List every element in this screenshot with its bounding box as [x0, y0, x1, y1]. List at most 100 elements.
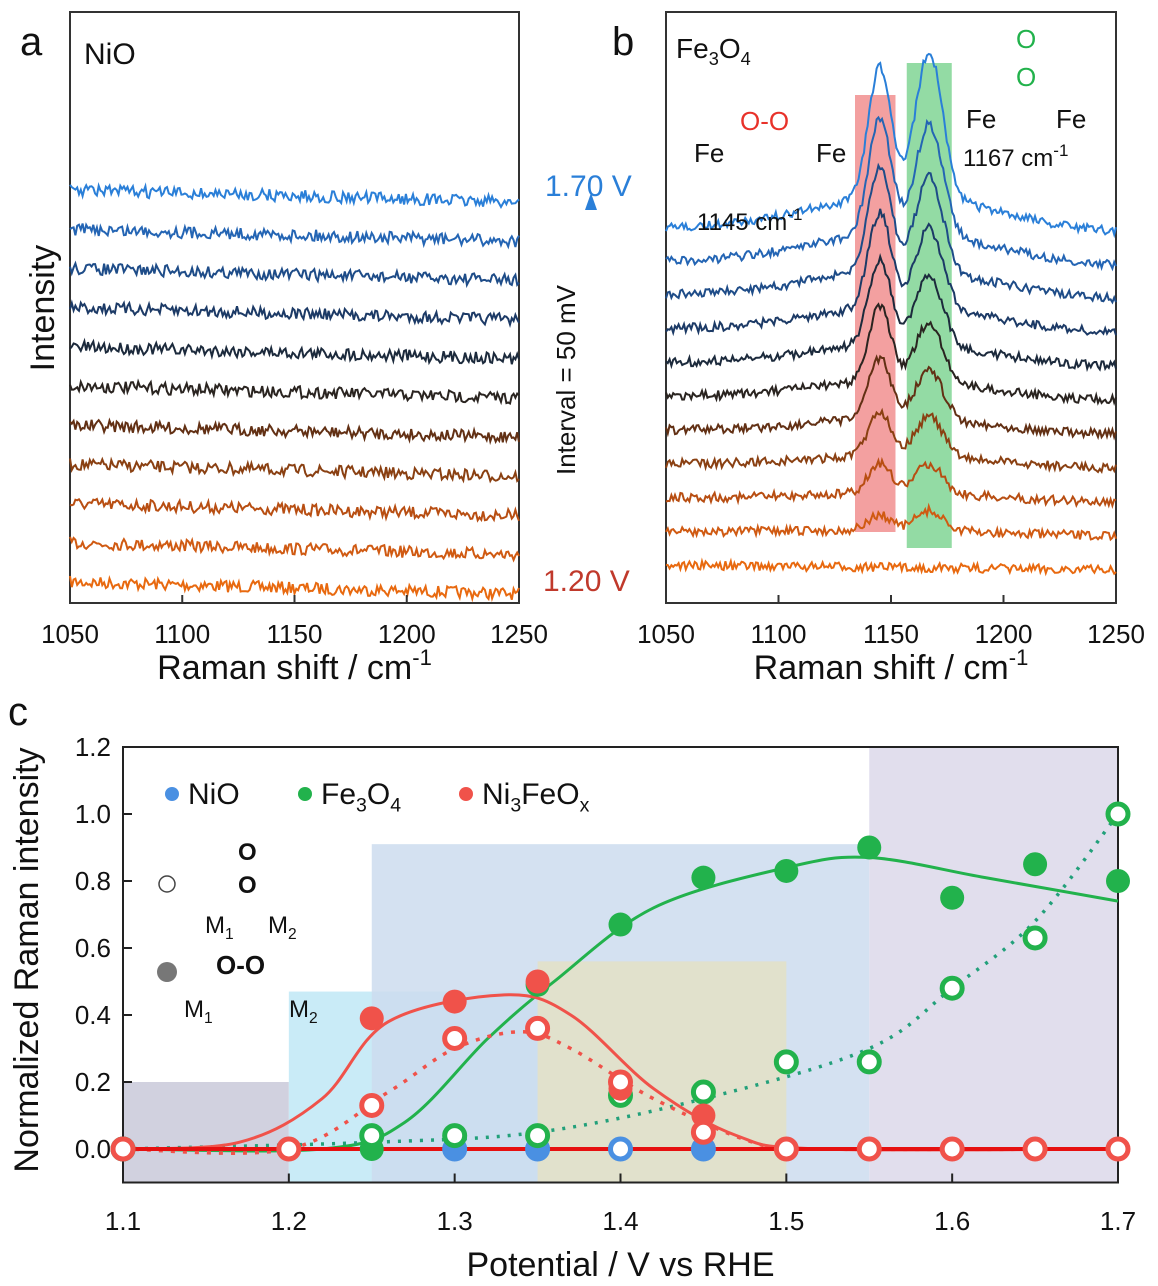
y-axis-label: Intensity	[24, 245, 62, 372]
key-oo: O-O	[216, 950, 265, 980]
x-tick-label: 1150	[863, 619, 919, 649]
spectrum-1.60V	[665, 162, 1117, 305]
marker-Fe3O4-open	[359, 1123, 385, 1149]
marker-Ni3FeOx-open	[690, 1119, 716, 1145]
x-tick-label: 1.2	[271, 1206, 307, 1236]
peak-band-1145	[855, 95, 896, 532]
marker-Fe3O4-open	[1022, 925, 1048, 951]
x-tick-label: 1.4	[602, 1206, 638, 1236]
x-tick-label: 1050	[637, 619, 695, 649]
spectrum-1.25V	[665, 502, 1117, 542]
key-m2: M2	[289, 996, 318, 1027]
label-part: O	[367, 778, 390, 811]
key-open-marker	[158, 875, 176, 893]
label-part: 1	[225, 926, 234, 943]
structure-fe-left: Fe	[966, 104, 996, 134]
y-tick-label: 0.2	[75, 1067, 111, 1097]
label-part: 2	[288, 926, 297, 943]
key-m1: M1	[205, 912, 234, 943]
y-tick-label: 1.2	[75, 732, 111, 762]
marker-Fe3O4-open	[939, 975, 965, 1001]
structure-o-top: O	[1016, 24, 1036, 54]
label-part: Fe	[676, 33, 709, 64]
label-part: Fe	[321, 778, 356, 811]
x-axis-label: Potential / V vs RHE	[466, 1246, 774, 1284]
x-tick-label: 1050	[41, 619, 99, 649]
y-tick-label: 1.0	[75, 799, 111, 829]
marker-Ni3FeOx-open	[608, 1069, 633, 1095]
marker-NiO-open	[608, 1136, 633, 1162]
marker-Fe3O4-filled	[940, 885, 965, 910]
label-part: x	[580, 795, 590, 817]
x-axis-label-sup: -1	[1009, 645, 1029, 670]
y-tick-label: 0.8	[75, 866, 111, 896]
spectrum-1.30V	[69, 496, 520, 523]
spectrum-1.45V	[665, 302, 1117, 406]
spectrum-1.50V	[69, 337, 520, 366]
marker-Fe3O4-open	[442, 1123, 468, 1149]
marker-Fe3O4-filled	[608, 912, 633, 937]
marker-Fe3O4-filled	[691, 865, 716, 890]
marker-Ni3FeOx-open	[773, 1136, 799, 1162]
arrow-bottom-label: 1.20 V	[543, 565, 630, 598]
marker-Ni3FeOx-open	[110, 1136, 136, 1162]
arrow-head	[585, 193, 597, 210]
marker-Fe3O4-open	[773, 1049, 799, 1075]
fit-curve-0	[122, 855, 1119, 1153]
key-o-middle: O	[238, 872, 257, 899]
shaded-region-0	[123, 1082, 289, 1183]
marker-Fe3O4-filled	[857, 835, 882, 860]
panel-label-a: a	[20, 20, 43, 64]
x-axis-label-sup: -1	[412, 645, 432, 670]
peak-label-sup: -1	[787, 205, 802, 224]
spectrum-1.55V	[69, 299, 520, 328]
marker-Ni3FeOx-filled	[525, 969, 550, 994]
marker-Ni3FeOx-open	[442, 1025, 468, 1051]
legend-label-nio: NiO	[188, 778, 240, 811]
marker-Fe3O4-filled	[1106, 869, 1130, 893]
spectrum-1.40V	[69, 417, 520, 446]
x-tick-label: 1250	[1087, 619, 1145, 649]
shaded-region-3	[537, 961, 787, 1183]
peak-label-1167: 1167 cm-1	[963, 141, 1068, 172]
y-tick-label: 0.6	[75, 933, 111, 963]
legend-marker-nio	[165, 787, 179, 801]
spectrum-1.50V	[665, 253, 1117, 373]
spectrum-1.70V	[665, 52, 1117, 239]
spectrum-1.25V	[69, 536, 520, 563]
shaded-region-4	[869, 747, 1118, 1183]
structure-o-middle: O	[1016, 62, 1036, 92]
label-part: O	[719, 33, 741, 64]
panel-label-c: c	[8, 690, 28, 734]
y-tick-label: 0.4	[75, 1000, 111, 1030]
panel-title: Fe3O4	[676, 33, 751, 69]
spectrum-1.30V	[665, 456, 1117, 509]
label-part: 2	[309, 1010, 318, 1027]
label-part: M	[289, 996, 309, 1023]
x-tick-label: 1250	[490, 619, 548, 649]
marker-Fe3O4-filled	[774, 858, 799, 883]
x-tick-label: 1.7	[1100, 1206, 1136, 1236]
plot-frame	[69, 11, 520, 604]
spectrum-1.60V	[69, 260, 520, 289]
marker-Ni3FeOx-filled	[442, 989, 467, 1014]
label-part: M	[268, 912, 288, 939]
peak-label-1145: 1145 cm-1	[697, 205, 802, 236]
label-part: 4	[741, 49, 751, 69]
label-part: 4	[390, 795, 401, 817]
key-m2: M2	[268, 912, 297, 943]
spectrum-1.55V	[665, 208, 1117, 337]
x-tick-label: 1.6	[934, 1206, 970, 1236]
structure-fe-left: Fe	[694, 138, 724, 168]
x-tick-label: 1100	[154, 619, 210, 649]
key-o-top: O	[238, 839, 257, 866]
structure-fe-right: Fe	[1056, 104, 1086, 134]
spectrum-1.35V	[665, 407, 1117, 475]
spectrum-1.70V	[69, 182, 520, 209]
peak-label-sup: -1	[1053, 141, 1068, 160]
panel-label-b: b	[612, 20, 634, 64]
marker-Ni3FeOx-open	[1105, 1136, 1131, 1162]
panel-b: 1050 1100 1150 1200 1250 Raman shift / cm-1 Fe…	[637, 11, 1145, 687]
spectrum-1.65V	[665, 115, 1117, 272]
